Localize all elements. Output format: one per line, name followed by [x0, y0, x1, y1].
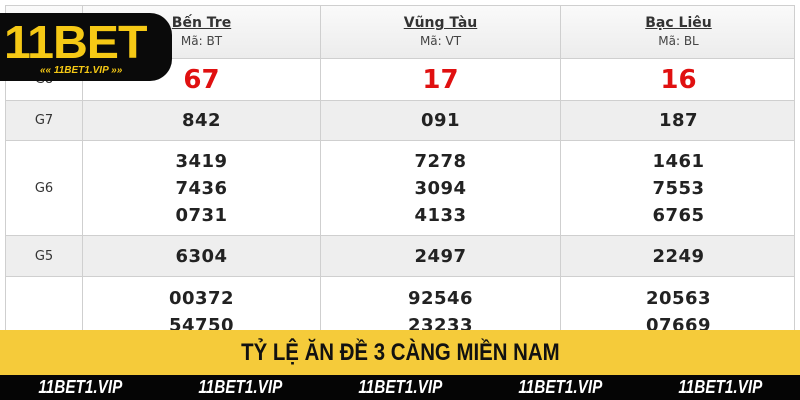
- watermark-text: 11BET1.VIP: [358, 377, 442, 397]
- province-code: Mã: BT: [180, 34, 223, 48]
- prize-number: 1461: [652, 150, 705, 172]
- prize-label-cell: G6: [6, 141, 83, 235]
- banner-title: TỶ LỆ ĂN ĐỀ 3 CÀNG MIỀN NAM: [240, 338, 560, 366]
- prize-number: 2249: [652, 245, 705, 267]
- prize-label-cell: [6, 277, 83, 346]
- logo-text: 11BET: [4, 16, 147, 68]
- prize-number: 7436: [175, 177, 228, 199]
- prize-number: 3094: [414, 177, 467, 199]
- province-header: Bến Tre Mã: BT: [83, 6, 321, 58]
- prize-cell: 1461 7553 6765: [561, 141, 796, 235]
- province-code: Mã: BL: [658, 34, 699, 48]
- watermark-text: 11BET1.VIP: [38, 377, 122, 397]
- prize-row: G5 6304 2497 2249: [6, 236, 794, 277]
- prize-cell: 67: [83, 59, 321, 100]
- prize-number: 7553: [652, 177, 705, 199]
- province-link[interactable]: Bạc Liêu: [645, 15, 712, 31]
- watermark-text: 11BET1.VIP: [198, 377, 282, 397]
- prize-label: G5: [34, 248, 54, 264]
- prize-number: 4133: [414, 204, 467, 226]
- prize-number: 6765: [652, 204, 705, 226]
- prize-label-cell: G7: [6, 101, 83, 140]
- prize-number: 16: [660, 64, 697, 95]
- province-header: Vũng Tàu Mã: VT: [321, 6, 561, 58]
- watermark-text: 11BET1.VIP: [678, 377, 762, 397]
- prize-cell: 6304: [83, 236, 321, 276]
- prize-label-cell: G5: [6, 236, 83, 276]
- prize-row: G6 3419 7436 0731 7278 3094 4133 1461 7553 6765: [6, 141, 794, 236]
- watermark-strip: 11BET1.VIP 11BET1.VIP 11BET1.VIP 11BET1.…: [0, 375, 800, 400]
- prize-cell: 2497: [321, 236, 561, 276]
- province-code: Mã: VT: [419, 34, 462, 48]
- prize-cell: 2249: [561, 236, 796, 276]
- prize-cell: 187: [561, 101, 796, 140]
- prize-number: 2497: [414, 245, 467, 267]
- title-banner: TỶ LỆ ĂN ĐỀ 3 CÀNG MIỀN NAM: [0, 330, 800, 375]
- prize-number: 091: [420, 110, 461, 131]
- watermark-text: 11BET1.VIP: [518, 377, 602, 397]
- province-header: Bạc Liêu Mã: BL: [561, 6, 796, 58]
- prize-number: 0731: [175, 204, 228, 226]
- prize-label: G7: [34, 113, 54, 128]
- brand-logo: 11BET «« 11BET1.VIP »»: [0, 13, 172, 81]
- prize-cell: 842: [83, 101, 321, 140]
- prize-cell: 091: [321, 101, 561, 140]
- province-link[interactable]: Vũng Tàu: [403, 15, 478, 31]
- prize-number: 3419: [175, 150, 228, 172]
- prize-row: G7 842 091 187: [6, 101, 794, 141]
- prize-row: 00372 54750 92546 23233 20563 07669: [6, 277, 794, 347]
- prize-number: 17: [422, 64, 459, 95]
- prize-number: 92546: [407, 288, 474, 309]
- prize-cell: 3419 7436 0731: [83, 141, 321, 235]
- prize-number: 00372: [168, 288, 235, 309]
- prize-row: G8671716: [6, 59, 794, 101]
- prize-number: 187: [658, 110, 699, 131]
- prize-number: 7278: [414, 150, 467, 172]
- logo-subtext: «« 11BET1.VIP »»: [40, 65, 123, 76]
- prize-number: 842: [181, 110, 222, 131]
- prize-cell: 16: [561, 59, 796, 100]
- prize-number: 6304: [175, 245, 228, 267]
- prize-cell: 17: [321, 59, 561, 100]
- prize-number: 20563: [645, 288, 712, 309]
- prize-label: G6: [34, 180, 54, 196]
- prize-number: 67: [183, 64, 220, 95]
- prize-cell: 7278 3094 4133: [321, 141, 561, 235]
- province-link[interactable]: Bến Tre: [171, 15, 232, 31]
